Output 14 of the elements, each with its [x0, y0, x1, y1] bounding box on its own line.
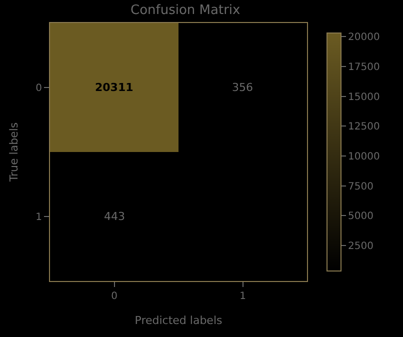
data-label: 20311 [95, 81, 134, 94]
color-bar-label: 15000 [348, 92, 380, 103]
chart-title: Confusion Matrix [130, 3, 241, 18]
color-bar-label: 7500 [348, 181, 374, 192]
color-bar-label: 20000 [348, 32, 380, 44]
color-bar-label: 5000 [348, 211, 374, 222]
x-axis-title: Predicted labels [134, 314, 223, 328]
color-bar-label: 2500 [348, 240, 374, 252]
y-axis-title: True labels [7, 122, 20, 183]
color-bar-label: 12500 [348, 122, 380, 133]
color-bar-label: 17500 [348, 62, 380, 74]
data-label: 443 [104, 210, 125, 223]
color-bar-label: 10000 [348, 151, 380, 162]
data-label: 356 [232, 81, 253, 94]
